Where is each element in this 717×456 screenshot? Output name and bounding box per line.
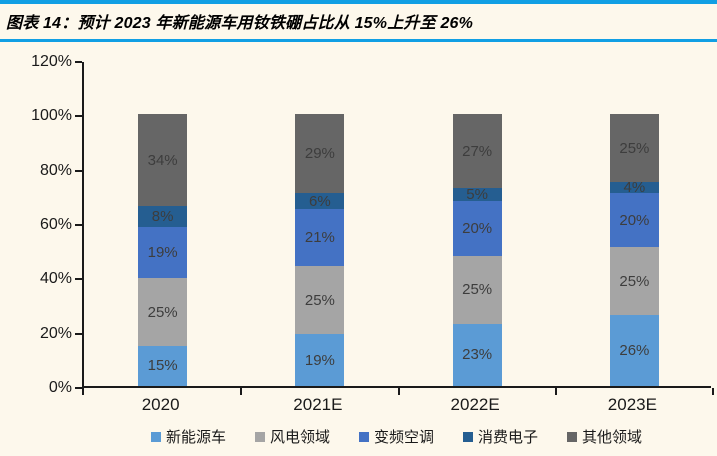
- bar-segment-变频空调: 20%: [609, 193, 659, 248]
- data-label: 25%: [304, 291, 335, 309]
- bar-segment-风电领域: 25%: [295, 266, 345, 335]
- bar-segment-其他领域: 27%: [452, 114, 502, 188]
- x-axis-category-label: 2020: [141, 395, 180, 414]
- bar-segment-消费电子: 5%: [452, 186, 502, 204]
- y-axis-tick-label: 80%: [39, 161, 72, 179]
- data-label: 4%: [623, 179, 646, 197]
- data-label: 15%: [147, 357, 178, 375]
- data-label: 25%: [462, 281, 493, 299]
- stacked-bar-2022E: 23% 25% 20% 5% 27%: [452, 114, 502, 386]
- data-label: 27%: [462, 142, 493, 160]
- legend: 新能源车 风电领域 变频空调 消费电子 其他领域: [82, 426, 711, 447]
- legend-label: 消费电子: [478, 429, 539, 446]
- y-axis-tick-label: 0%: [48, 379, 72, 396]
- stacked-bar-2020: 15% 25% 19% 8% 34%: [138, 114, 188, 386]
- x-axis-category-label: 2023E: [607, 395, 657, 414]
- bar-segment-其他领域: 34%: [138, 114, 188, 206]
- data-label: 25%: [619, 139, 650, 157]
- bar-segment-消费电子: 8%: [138, 205, 188, 228]
- legend-label: 风电领域: [269, 429, 330, 446]
- x-axis-tick: [397, 388, 400, 395]
- data-label: 29%: [304, 145, 335, 163]
- x-axis-tick: [712, 388, 714, 395]
- x-axis-tick: [240, 388, 243, 395]
- x-axis-tick: [554, 388, 557, 395]
- y-axis-tick: [75, 169, 82, 172]
- bar-segment-风电领域: 25%: [609, 247, 659, 316]
- data-label: 21%: [304, 229, 335, 247]
- y-axis-tick-label: 100%: [31, 107, 72, 125]
- y-axis-tick-label: 20%: [39, 324, 72, 342]
- data-label: 5%: [466, 186, 488, 204]
- bar-segment-消费电子: 6%: [295, 192, 345, 210]
- y-axis-tick: [75, 387, 82, 389]
- bar-segment-其他领域: 25%: [609, 114, 659, 183]
- legend-label: 变频空调: [373, 429, 434, 446]
- data-label: 26%: [619, 342, 650, 360]
- data-label: 19%: [304, 351, 335, 369]
- bar-segment-新能源车: 15%: [138, 345, 188, 386]
- data-label: 25%: [619, 272, 650, 290]
- data-label: 8%: [151, 208, 174, 226]
- data-label: 6%: [309, 192, 331, 210]
- legend-label: 其他领域: [582, 429, 643, 446]
- y-axis-tick-label: 40%: [39, 270, 72, 288]
- legend-swatch-icon: [463, 431, 473, 442]
- data-label: 20%: [462, 219, 493, 237]
- data-label: 25%: [147, 303, 178, 321]
- data-label: 23%: [462, 346, 493, 364]
- legend-item-变频空调: 变频空调: [358, 426, 434, 447]
- legend-swatch-icon: [358, 431, 369, 442]
- stacked-bar-2021E: 19% 25% 21% 6% 29%: [295, 114, 345, 386]
- y-axis-tick: [75, 115, 82, 118]
- bar-segment-变频空调: 21%: [295, 209, 345, 267]
- bar-segment-变频空调: 20%: [452, 201, 502, 256]
- y-axis-tick: [75, 278, 82, 281]
- legend-item-风电领域: 风电领域: [254, 426, 330, 447]
- title-bottom-rule: [0, 39, 717, 42]
- legend-swatch-icon: [254, 431, 265, 442]
- stacked-bar-2023E: 26% 25% 20% 4% 25%: [609, 114, 659, 386]
- y-axis-tick: [75, 224, 82, 226]
- data-label: 20%: [619, 211, 650, 229]
- bar-segment-新能源车: 23%: [452, 323, 502, 386]
- figure-title: 图表 14：预计 2023 年新能源车用钕铁硼占比从 15%上升至 26%: [6, 15, 474, 32]
- bar-segment-风电领域: 25%: [452, 255, 502, 324]
- y-axis-tick-label: 60%: [39, 216, 72, 233]
- y-axis-tick: [75, 332, 82, 335]
- x-axis-tick: [82, 388, 84, 395]
- bar-segment-其他领域: 29%: [295, 114, 345, 194]
- bar-segment-消费电子: 4%: [609, 179, 659, 197]
- plot-area: 15% 25% 19% 8% 34% 19% 25% 21% 6% 29% 23% 25% 20% 5% 2…: [75, 61, 714, 395]
- y-axis-tick: [75, 61, 82, 63]
- legend-label: 新能源车: [165, 429, 226, 446]
- legend-item-消费电子: 消费电子: [463, 426, 538, 447]
- data-label: 19%: [147, 244, 178, 262]
- legend-swatch-icon: [150, 431, 161, 442]
- data-label: 34%: [147, 151, 178, 169]
- bar-segment-风电领域: 25%: [138, 278, 188, 346]
- y-axis-tick-label: 120%: [31, 53, 72, 70]
- bar-segment-新能源车: 19%: [295, 334, 345, 386]
- title-top-rule: [0, 0, 717, 4]
- bar-segment-新能源车: 26%: [609, 315, 659, 386]
- x-axis-category-label: 2022E: [450, 395, 500, 414]
- legend-item-新能源车: 新能源车: [150, 426, 226, 447]
- legend-item-其他领域: 其他领域: [567, 426, 642, 447]
- x-axis-category-label: 2021E: [293, 395, 343, 414]
- legend-swatch-icon: [567, 431, 578, 442]
- bar-segment-变频空调: 19%: [138, 227, 188, 279]
